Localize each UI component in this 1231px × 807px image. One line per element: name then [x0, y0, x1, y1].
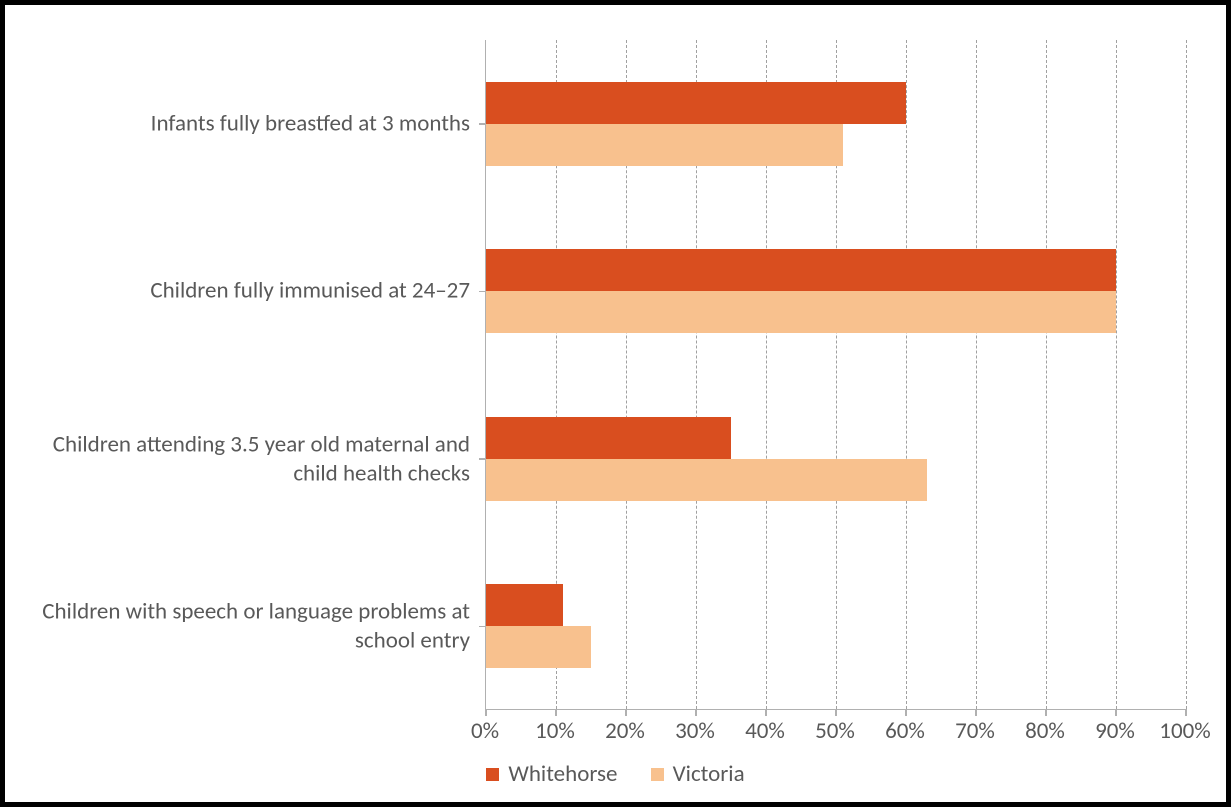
x-tick-mark: [695, 709, 697, 716]
legend-label-whitehorse: Whitehorse: [508, 760, 617, 788]
bar: [486, 124, 843, 166]
x-axis-tick-label: 70%: [955, 717, 995, 745]
x-axis-tick-label: 10%: [535, 717, 575, 745]
category-labels: Infants fully breastfed at 3 months Child…: [25, 40, 470, 710]
y-tick-mark: [479, 458, 486, 460]
x-axis-tick-label: 50%: [815, 717, 855, 745]
y-tick-mark: [479, 123, 486, 125]
gridline: [1116, 40, 1117, 709]
y-tick-mark: [479, 626, 486, 628]
bar: [486, 291, 1116, 333]
legend: Whitehorse Victoria: [5, 760, 1226, 789]
bar: [486, 82, 906, 124]
x-axis-tick-label: 20%: [605, 717, 645, 745]
x-axis-tick-label: 100%: [1159, 717, 1210, 745]
gridline: [906, 40, 907, 709]
x-axis-tick-label: 60%: [885, 717, 925, 745]
x-tick-mark: [905, 709, 907, 716]
x-axis-tick-label: 80%: [1025, 717, 1065, 745]
x-axis-tick-label: 90%: [1095, 717, 1135, 745]
legend-swatch-whitehorse: [486, 768, 499, 781]
legend-item-victoria: Victoria: [651, 760, 745, 788]
category-label: Children with speech or language problem…: [25, 598, 470, 656]
x-tick-mark: [1115, 709, 1117, 716]
x-axis-tick-label: 40%: [745, 717, 785, 745]
gridline: [1186, 40, 1187, 709]
bar: [486, 459, 927, 501]
bar: [486, 626, 591, 668]
chart-frame: 0% 10% 20% 30% 40% 50% 60% 70% 80% 90% 100% Infant…: [0, 0, 1231, 807]
x-tick-mark: [1045, 709, 1047, 716]
x-tick-mark: [765, 709, 767, 716]
gridline: [1046, 40, 1047, 709]
legend-item-whitehorse: Whitehorse: [486, 760, 617, 788]
plot-area: [485, 40, 1185, 710]
gridline: [976, 40, 977, 709]
x-tick-mark: [485, 709, 487, 716]
category-label: Children attending 3.5 year old maternal…: [25, 430, 470, 488]
x-tick-mark: [1185, 709, 1187, 716]
y-tick-mark: [479, 291, 486, 293]
category-label: Infants fully breastfed at 3 months: [25, 109, 470, 138]
x-tick-mark: [975, 709, 977, 716]
legend-label-victoria: Victoria: [673, 760, 745, 788]
x-axis-labels: 0%10%20%30%40%50%60%70%80%90%100%: [485, 717, 1185, 747]
x-axis-tick-label: 30%: [675, 717, 715, 745]
bar: [486, 417, 731, 459]
legend-swatch-victoria: [651, 768, 664, 781]
bar: [486, 249, 1116, 291]
x-tick-mark: [555, 709, 557, 716]
category-label: Children fully immunised at 24–27: [25, 277, 470, 306]
x-axis-tick-label: 0%: [471, 717, 499, 745]
x-tick-mark: [625, 709, 627, 716]
bar: [486, 584, 563, 626]
x-tick-mark: [835, 709, 837, 716]
